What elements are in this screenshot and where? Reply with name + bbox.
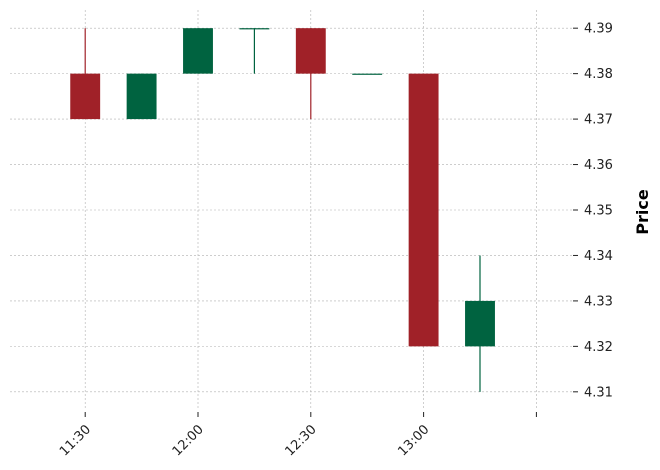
candle <box>126 73 157 120</box>
y-tick-label: 4.35 <box>584 204 613 219</box>
y-axis: 4.31 4.32 4.33 4.34 4.35 4.36 4.37 4.38 4.39 <box>573 22 613 400</box>
candle <box>239 28 270 74</box>
x-tick-label: 12:30 <box>283 422 320 459</box>
y-tick-label: 4.36 <box>584 158 613 173</box>
y-tick-label: 4.38 <box>584 67 613 82</box>
candle-body <box>239 28 270 30</box>
candle-body <box>295 28 326 74</box>
candle <box>408 73 439 347</box>
candle-body <box>465 300 495 347</box>
x-axis: 11:30 12:00 12:30 13:00 <box>57 412 537 459</box>
grid <box>10 10 574 410</box>
candle <box>352 73 383 75</box>
candle-body <box>352 73 383 75</box>
x-tick-label: 13:00 <box>395 422 432 459</box>
y-tick-label: 4.39 <box>584 22 613 37</box>
candle <box>183 28 213 74</box>
y-axis-label: Price <box>633 189 652 235</box>
candles <box>70 28 495 392</box>
y-tick-label: 4.31 <box>584 385 613 400</box>
candle-body <box>126 73 157 120</box>
candle <box>465 255 495 392</box>
y-tick-label: 4.32 <box>584 340 613 355</box>
x-tick-label: 11:30 <box>57 422 94 459</box>
candle <box>70 28 101 120</box>
candle-body <box>183 28 213 74</box>
candle-body <box>70 73 101 120</box>
candle-body <box>408 73 439 347</box>
candle <box>295 28 326 120</box>
y-tick-label: 4.33 <box>584 294 613 309</box>
y-tick-label: 4.37 <box>584 113 613 128</box>
x-tick-label: 12:00 <box>170 422 207 459</box>
y-tick-label: 4.34 <box>584 249 613 264</box>
